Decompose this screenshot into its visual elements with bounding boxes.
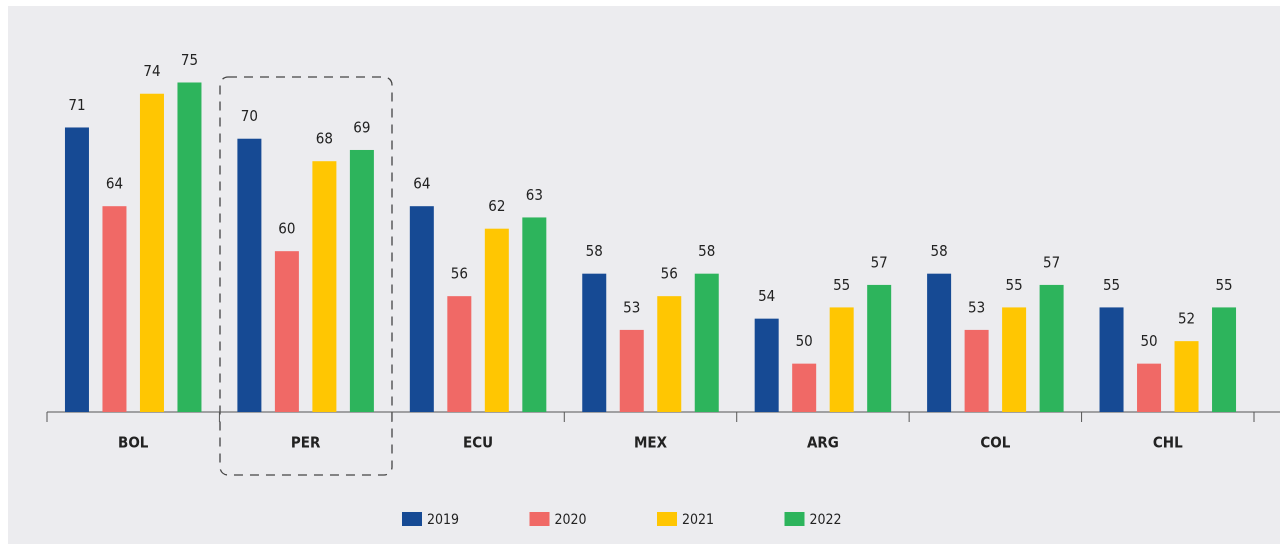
bar (64, 127, 89, 412)
data-label: 63 (526, 186, 543, 204)
bar (312, 161, 337, 412)
bar (657, 296, 682, 412)
bar (102, 206, 127, 412)
bar (522, 217, 547, 412)
data-label: 55 (833, 276, 850, 294)
data-label: 57 (1043, 253, 1060, 271)
data-label: 71 (68, 96, 85, 114)
data-label: 55 (1215, 276, 1232, 294)
data-label: 70 (241, 107, 258, 125)
data-label: 56 (451, 265, 468, 283)
bar (582, 273, 607, 412)
data-label: 56 (661, 265, 678, 283)
data-label: 58 (931, 242, 948, 260)
data-label: 60 (278, 220, 295, 238)
data-label: 57 (871, 253, 888, 271)
legend-swatch (402, 512, 422, 526)
bar (754, 318, 779, 412)
bar (792, 363, 817, 412)
bar (1212, 307, 1237, 412)
bar (1099, 307, 1124, 412)
bar (1039, 284, 1064, 412)
data-label: 68 (316, 130, 333, 148)
data-label: 62 (488, 197, 505, 215)
data-label: 58 (586, 242, 603, 260)
bar (447, 296, 472, 412)
highlight-box (219, 76, 393, 476)
legend-label: 2020 (555, 512, 587, 528)
x-tick-label: MEX (634, 434, 668, 452)
bar (274, 251, 299, 412)
x-tick-label: ECU (463, 434, 493, 452)
bar (619, 329, 644, 412)
legend-swatch (784, 512, 805, 526)
legend-label: 2022 (810, 512, 842, 528)
data-label: 52 (1178, 310, 1195, 328)
data-label: 54 (758, 287, 775, 305)
bar (927, 273, 952, 412)
data-label: 64 (106, 175, 123, 193)
bar (484, 228, 509, 412)
x-tick-label: BOL (118, 434, 149, 452)
bar (349, 149, 374, 412)
bar (237, 138, 262, 412)
bar (964, 329, 989, 412)
data-label: 69 (353, 118, 370, 136)
bar (1002, 307, 1027, 412)
legend-label: 2019 (427, 512, 459, 528)
data-label: 64 (413, 175, 430, 193)
data-label: 75 (181, 51, 198, 69)
x-tick-label: CHL (1153, 434, 1183, 452)
x-tick-label: ARG (807, 434, 839, 452)
bar (829, 307, 854, 412)
bar (867, 284, 892, 412)
data-label: 55 (1006, 276, 1023, 294)
data-label: 74 (143, 62, 160, 80)
bar (694, 273, 719, 412)
bar (139, 93, 164, 412)
data-label: 53 (968, 298, 985, 316)
data-label: 55 (1103, 276, 1120, 294)
data-label: 50 (1140, 332, 1157, 350)
bar (1174, 341, 1199, 412)
legend-label: 2021 (682, 512, 714, 528)
bar (409, 206, 434, 412)
data-label: 53 (623, 298, 640, 316)
bar (1137, 363, 1162, 412)
data-label: 50 (796, 332, 813, 350)
data-label: 58 (698, 242, 715, 260)
x-tick-label: COL (980, 434, 1010, 452)
legend-swatch (529, 512, 550, 526)
legend-swatch (657, 512, 677, 526)
bar (177, 82, 202, 413)
x-tick-label: PER (291, 434, 321, 452)
